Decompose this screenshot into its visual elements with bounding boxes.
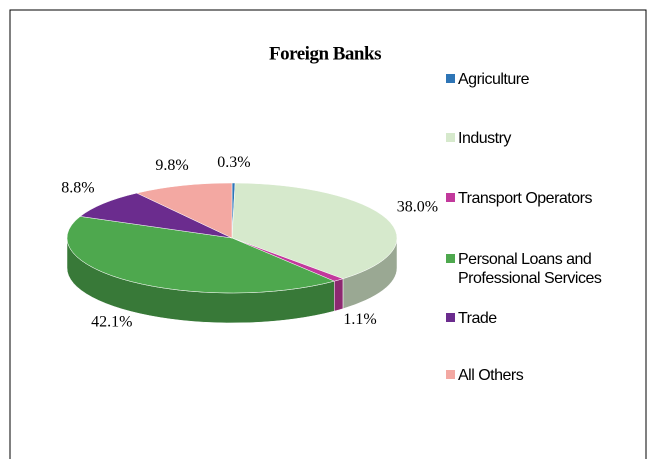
legend-item: All Others (446, 366, 643, 385)
pie-slice (79, 192, 233, 239)
data-label: 8.8% (61, 179, 94, 196)
legend-swatch (446, 313, 455, 322)
legend-item: Transport Operators (446, 189, 643, 208)
legend-item: Agriculture (446, 70, 643, 89)
legend-item: Trade (446, 309, 643, 328)
legend-swatch (446, 193, 455, 202)
legend-swatch (446, 74, 455, 83)
pie-slice (231, 182, 398, 279)
data-label: 38.0% (397, 198, 438, 215)
legend-item: Industry (446, 129, 643, 148)
chart-title: Foreign Banks (269, 43, 381, 64)
legend-label: Personal Loans and Professional Services (458, 251, 602, 287)
pie-slice (136, 182, 233, 239)
legend-label: Industry (458, 130, 511, 147)
legend-label: Transport Operators (458, 190, 592, 207)
data-label: 0.3% (217, 154, 250, 171)
pie-slice-side (334, 278, 344, 312)
legend-label: All Others (458, 367, 524, 384)
pie-slice (66, 216, 336, 294)
data-label: 42.1% (91, 313, 132, 330)
legend-swatch (446, 254, 455, 263)
data-label: 9.8% (155, 157, 188, 174)
legend-swatch (446, 370, 455, 379)
legend-label: Agriculture (458, 71, 529, 88)
legend-swatch (446, 133, 455, 142)
legend-item: Personal Loans and Professional Services (446, 250, 643, 288)
legend-label: Trade (458, 310, 497, 327)
data-label: 1.1% (343, 311, 376, 328)
